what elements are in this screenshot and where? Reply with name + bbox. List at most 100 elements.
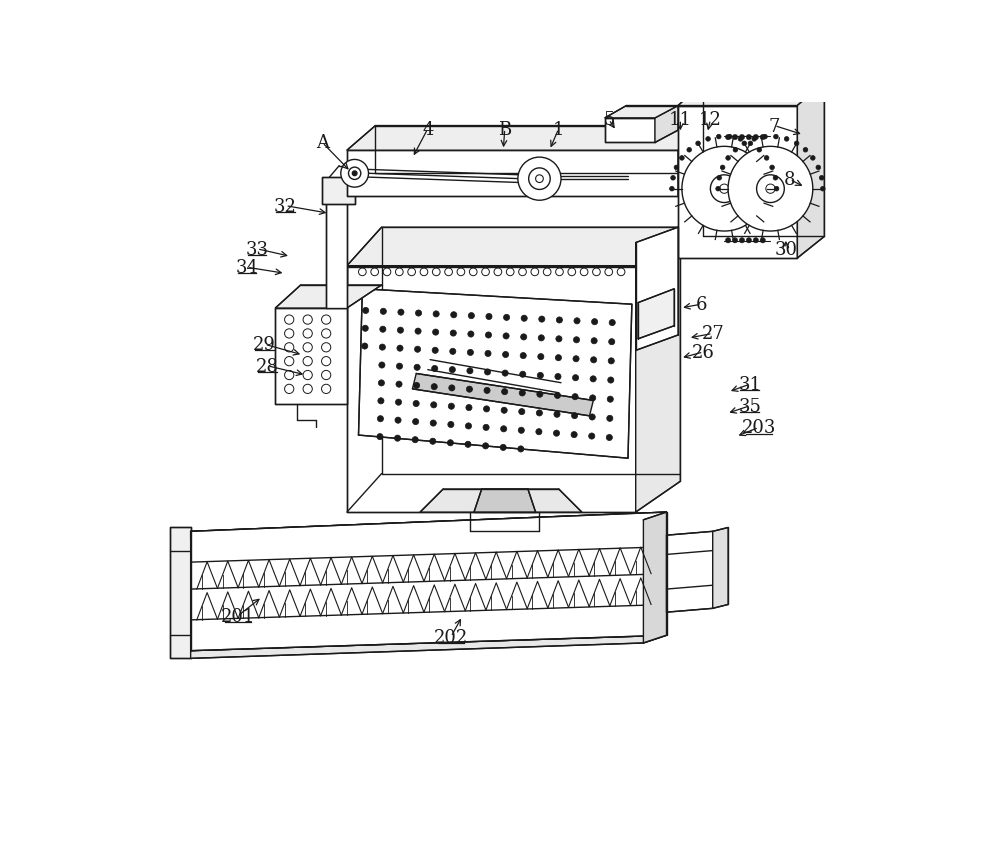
Circle shape <box>466 405 472 412</box>
Circle shape <box>432 348 438 354</box>
Circle shape <box>396 381 402 387</box>
Circle shape <box>397 345 403 352</box>
Circle shape <box>518 428 524 434</box>
Circle shape <box>573 356 579 362</box>
Circle shape <box>717 177 722 181</box>
Text: 35: 35 <box>738 398 761 415</box>
Circle shape <box>591 357 597 363</box>
Circle shape <box>608 358 614 364</box>
Circle shape <box>450 331 456 337</box>
Polygon shape <box>713 528 728 609</box>
Polygon shape <box>420 489 582 512</box>
Text: 31: 31 <box>738 375 761 393</box>
Polygon shape <box>605 107 678 119</box>
Polygon shape <box>191 512 666 539</box>
Circle shape <box>725 135 731 140</box>
Circle shape <box>520 372 526 378</box>
Text: 1: 1 <box>553 121 564 139</box>
Circle shape <box>378 399 384 405</box>
Circle shape <box>501 426 507 432</box>
Circle shape <box>773 177 778 181</box>
Polygon shape <box>605 119 655 143</box>
Circle shape <box>770 166 774 170</box>
Circle shape <box>395 418 401 424</box>
Circle shape <box>537 392 543 398</box>
Circle shape <box>468 331 474 338</box>
Circle shape <box>748 142 753 146</box>
Circle shape <box>468 313 474 319</box>
Circle shape <box>380 326 386 333</box>
Circle shape <box>746 238 752 244</box>
Polygon shape <box>347 151 678 197</box>
Circle shape <box>706 138 710 142</box>
Circle shape <box>720 166 725 170</box>
Text: 6: 6 <box>695 296 707 313</box>
Polygon shape <box>170 528 191 659</box>
Circle shape <box>430 438 436 445</box>
Circle shape <box>574 319 580 325</box>
Circle shape <box>592 319 598 325</box>
Polygon shape <box>678 107 797 258</box>
Circle shape <box>757 176 784 203</box>
Polygon shape <box>412 374 593 417</box>
Circle shape <box>726 157 730 161</box>
Text: 34: 34 <box>235 259 258 277</box>
Circle shape <box>449 386 455 392</box>
Circle shape <box>362 325 368 332</box>
Circle shape <box>819 177 824 181</box>
Circle shape <box>529 169 550 190</box>
Polygon shape <box>275 286 382 309</box>
Circle shape <box>414 383 420 389</box>
Circle shape <box>774 135 778 139</box>
Circle shape <box>433 330 439 336</box>
Circle shape <box>727 135 732 139</box>
Circle shape <box>363 308 369 314</box>
Circle shape <box>518 158 561 201</box>
Circle shape <box>696 142 700 146</box>
Circle shape <box>433 312 439 318</box>
Circle shape <box>521 316 527 322</box>
Circle shape <box>733 148 738 153</box>
Polygon shape <box>191 512 666 651</box>
Circle shape <box>573 338 580 344</box>
Circle shape <box>716 187 720 192</box>
Circle shape <box>571 432 577 438</box>
Polygon shape <box>347 228 680 266</box>
Text: 29: 29 <box>253 336 276 354</box>
Polygon shape <box>655 107 678 143</box>
Circle shape <box>520 353 526 359</box>
Circle shape <box>821 187 825 192</box>
Text: 30: 30 <box>774 240 797 258</box>
Circle shape <box>728 147 813 232</box>
Polygon shape <box>638 289 674 339</box>
Text: 12: 12 <box>699 111 722 129</box>
Circle shape <box>554 393 561 399</box>
Circle shape <box>607 397 613 403</box>
Circle shape <box>465 442 471 448</box>
Circle shape <box>732 238 738 244</box>
Circle shape <box>413 419 419 425</box>
Circle shape <box>519 390 525 397</box>
Text: 201: 201 <box>220 607 255 625</box>
Circle shape <box>556 337 562 343</box>
Circle shape <box>394 436 401 442</box>
Polygon shape <box>797 84 824 258</box>
Circle shape <box>537 373 543 379</box>
Circle shape <box>738 138 743 142</box>
Circle shape <box>687 148 692 153</box>
Circle shape <box>803 148 808 153</box>
Circle shape <box>503 352 509 358</box>
Circle shape <box>590 395 596 401</box>
Circle shape <box>377 416 384 422</box>
Text: 4: 4 <box>422 121 433 139</box>
Circle shape <box>742 142 747 146</box>
Circle shape <box>682 147 767 232</box>
Text: 32: 32 <box>274 197 297 215</box>
Circle shape <box>449 367 455 374</box>
Text: 27: 27 <box>701 325 724 343</box>
Polygon shape <box>678 127 707 197</box>
Circle shape <box>716 135 721 139</box>
Text: B: B <box>498 121 511 139</box>
Circle shape <box>739 238 745 244</box>
Circle shape <box>554 412 560 418</box>
